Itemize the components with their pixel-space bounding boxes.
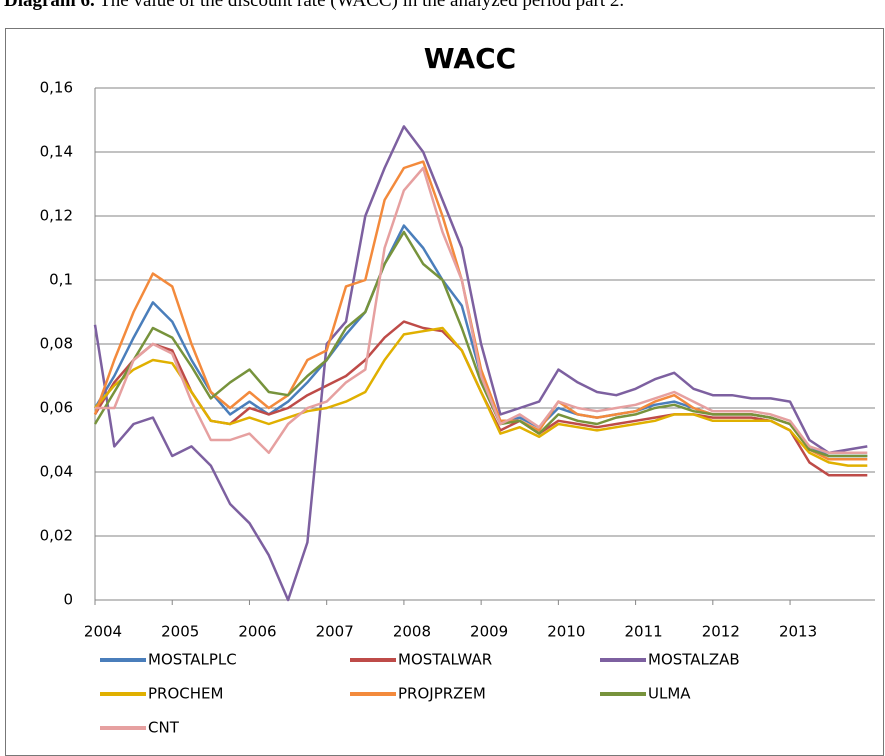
x-tick-label: 2004 — [84, 623, 122, 641]
y-tick-label: 0,14 — [40, 143, 73, 161]
series-line — [95, 166, 868, 455]
x-tick-label: 2009 — [470, 623, 508, 641]
y-tick-label: 0 — [63, 591, 73, 609]
x-tick-label: 2012 — [702, 623, 740, 641]
caption: Diagram 6. The value of the discount rat… — [4, 0, 624, 11]
chart-frame — [5, 28, 884, 756]
y-tick-label: 0,02 — [40, 527, 73, 545]
legend-label: PROJPRZEM — [398, 685, 486, 703]
legend-label: ULMA — [648, 685, 691, 703]
legend-label: PROCHEM — [148, 685, 223, 703]
y-tick-label: 0,08 — [40, 335, 73, 353]
x-tick-label: 2005 — [161, 623, 199, 641]
series-line — [93, 230, 868, 458]
legend-label: MOSTALWAR — [398, 651, 492, 669]
chart-title: WACC — [424, 42, 516, 75]
y-tick-label: 0,06 — [40, 399, 73, 417]
x-tick-label: 2010 — [547, 623, 585, 641]
y-tick-label: 0,1 — [49, 271, 73, 289]
x-tick-label: 2013 — [779, 623, 817, 641]
caption-text: The value of the discount rate (WACC) in… — [99, 0, 624, 11]
caption-label: Diagram 6. — [4, 0, 95, 11]
x-tick-label: 2006 — [238, 623, 276, 641]
legend-label: CNT — [148, 719, 180, 737]
x-tick-label: 2008 — [393, 623, 431, 641]
series-line — [93, 125, 868, 602]
legend-label: MOSTALPLC — [148, 651, 237, 669]
x-tick-label: 2011 — [625, 623, 663, 641]
y-tick-label: 0,12 — [40, 207, 73, 225]
series-line — [94, 326, 868, 467]
legend-label: MOSTALZAB — [648, 651, 740, 669]
y-tick-label: 0,04 — [40, 463, 73, 481]
y-tick-label: 0,16 — [40, 79, 73, 97]
x-tick-label: 2007 — [316, 623, 354, 641]
